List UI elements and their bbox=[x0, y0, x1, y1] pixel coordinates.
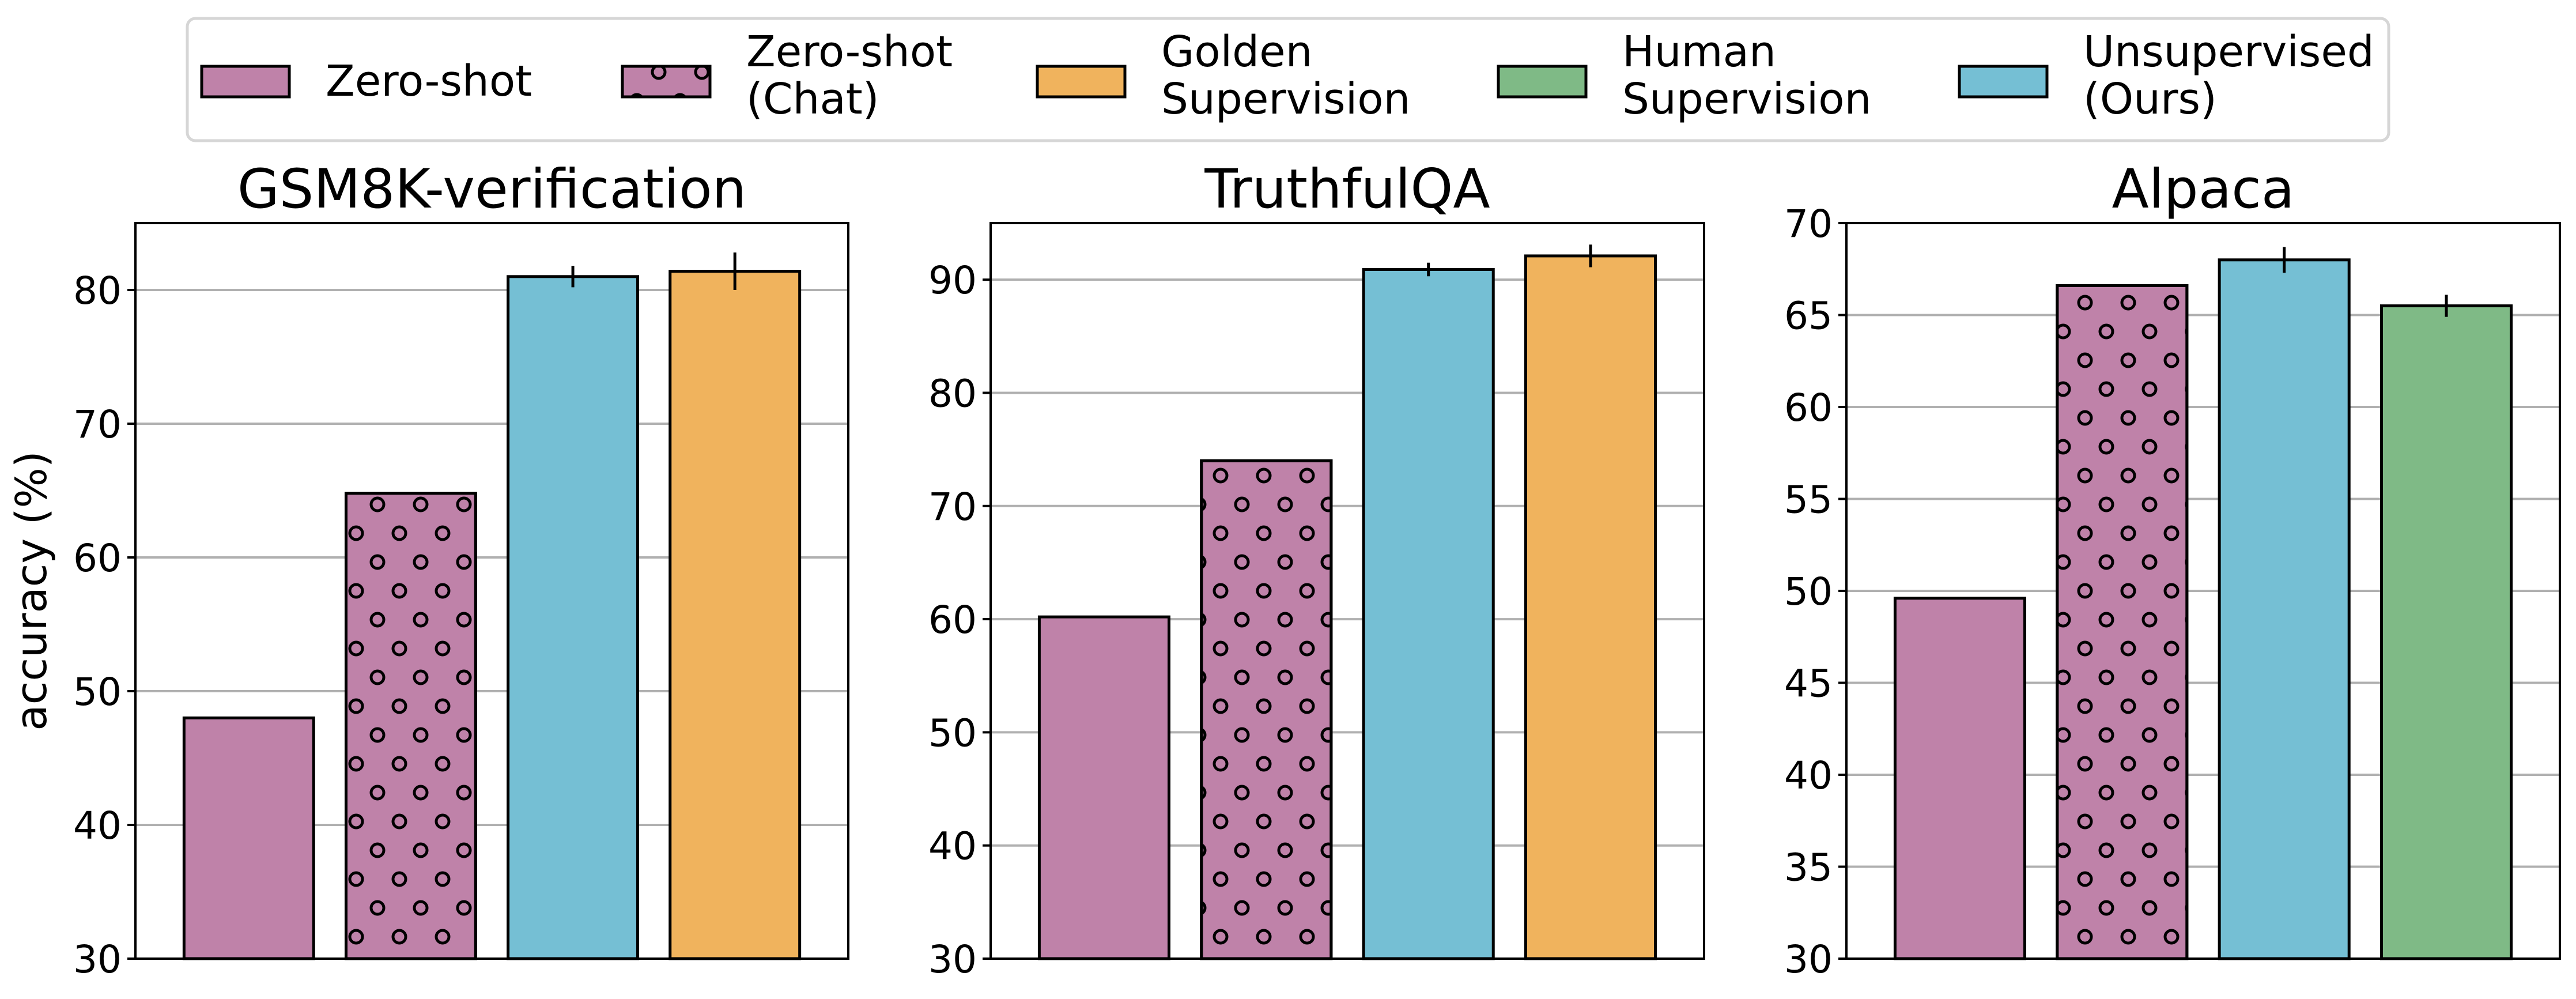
y-tick-label: 70 bbox=[928, 485, 977, 529]
legend-label: Supervision bbox=[1161, 74, 1410, 124]
bar-unsupervised bbox=[1362, 262, 1495, 960]
y-tick-label: 65 bbox=[1784, 294, 1833, 338]
bar-zero-shot bbox=[182, 716, 315, 960]
legend-swatch-hatch bbox=[621, 65, 712, 99]
bar-rect bbox=[1037, 615, 1170, 960]
bar-rect bbox=[1524, 254, 1657, 960]
legend-label: Human bbox=[1622, 27, 1776, 77]
y-axis-label: accuracy (%) bbox=[7, 451, 56, 730]
bar-hatch bbox=[2056, 284, 2189, 960]
legend-swatch bbox=[200, 65, 291, 99]
legend-swatch bbox=[1958, 65, 2049, 99]
bar-rect bbox=[2380, 304, 2513, 960]
panel-gsm8k-verification: 30 40 50 60 70 80 GSM8K-verification accuracy (… bbox=[7, 158, 849, 982]
y-tick-label: 50 bbox=[1784, 570, 1833, 614]
legend-swatch bbox=[1036, 65, 1127, 99]
y-tick-label: 30 bbox=[928, 937, 977, 982]
bar-hatch bbox=[1200, 459, 1333, 960]
legend-label: Golden bbox=[1161, 27, 1313, 77]
panel-alpaca: 30 35 40 45 50 55 60 65 70 Alpaca bbox=[1784, 158, 2561, 982]
panel-title: TruthfulQA bbox=[1204, 158, 1490, 221]
bar-golden bbox=[668, 252, 802, 960]
bar-rect bbox=[668, 270, 802, 960]
bar-unsupervised bbox=[2218, 247, 2351, 960]
y-tick-label: 40 bbox=[1784, 753, 1833, 798]
legend-label: Unsupervised bbox=[2083, 27, 2374, 77]
y-tick-label: 55 bbox=[1784, 478, 1833, 522]
legend-label: Zero-shot bbox=[326, 56, 532, 106]
y-tick-label: 40 bbox=[928, 824, 977, 869]
legend-label: Supervision bbox=[1622, 74, 1871, 124]
y-tick-label: 70 bbox=[73, 402, 122, 447]
bar-unsupervised bbox=[507, 266, 640, 960]
legend-item-zero-shot-chat: Zero-shot(Chat) bbox=[621, 27, 953, 124]
panel-truthfulqa: 30 40 50 60 70 80 90 TruthfulQA bbox=[928, 158, 1705, 982]
bar-zero-shot bbox=[1037, 615, 1170, 960]
y-tick-label: 50 bbox=[928, 711, 977, 755]
y-tick-label: 60 bbox=[1784, 386, 1833, 430]
bar-zero-shot-chat bbox=[1200, 459, 1333, 960]
bar-zero-shot-chat bbox=[344, 492, 477, 960]
panel-title: GSM8K-verification bbox=[237, 158, 746, 221]
bar-rect bbox=[182, 716, 315, 960]
y-tick-label: 35 bbox=[1784, 846, 1833, 890]
legend-item-zero-shot: Zero-shot bbox=[200, 56, 532, 106]
axes-frame bbox=[134, 222, 849, 960]
bar-human bbox=[2380, 295, 2513, 960]
legend-label: (Ours) bbox=[2083, 74, 2217, 124]
bar-golden bbox=[1524, 244, 1657, 960]
y-tick-label: 60 bbox=[928, 598, 977, 642]
bar-rect bbox=[2218, 258, 2351, 960]
bar-zero-shot-chat bbox=[2056, 284, 2189, 960]
y-tick-label: 80 bbox=[928, 371, 977, 416]
legend: Zero-shotZero-shot(Chat)GoldenSupervisio… bbox=[186, 17, 2390, 142]
y-tick-label: 30 bbox=[73, 937, 122, 982]
y-tick-label: 60 bbox=[73, 536, 122, 580]
legend-label: (Chat) bbox=[746, 74, 879, 124]
y-tick-label: 30 bbox=[1784, 937, 1833, 982]
panel-title: Alpaca bbox=[2112, 158, 2295, 221]
legend-swatch bbox=[1497, 65, 1588, 99]
bar-rect bbox=[507, 275, 640, 960]
y-tick-label: 50 bbox=[73, 670, 122, 714]
bar-zero-shot bbox=[1893, 597, 2027, 960]
legend-frame bbox=[186, 17, 2390, 142]
y-tick-label: 40 bbox=[73, 804, 122, 848]
axes-frame bbox=[989, 222, 1705, 960]
bar-rect bbox=[1362, 267, 1495, 960]
legend-label: Zero-shot bbox=[746, 27, 953, 77]
y-tick-label: 70 bbox=[1784, 202, 1833, 246]
bar-hatch bbox=[344, 492, 477, 960]
legend-item-unsupervised: Unsupervised(Ours) bbox=[1958, 27, 2374, 124]
bar-rect bbox=[1893, 597, 2027, 960]
y-tick-label: 45 bbox=[1784, 662, 1833, 706]
y-tick-label: 90 bbox=[928, 258, 977, 303]
y-tick-label: 80 bbox=[73, 269, 122, 313]
